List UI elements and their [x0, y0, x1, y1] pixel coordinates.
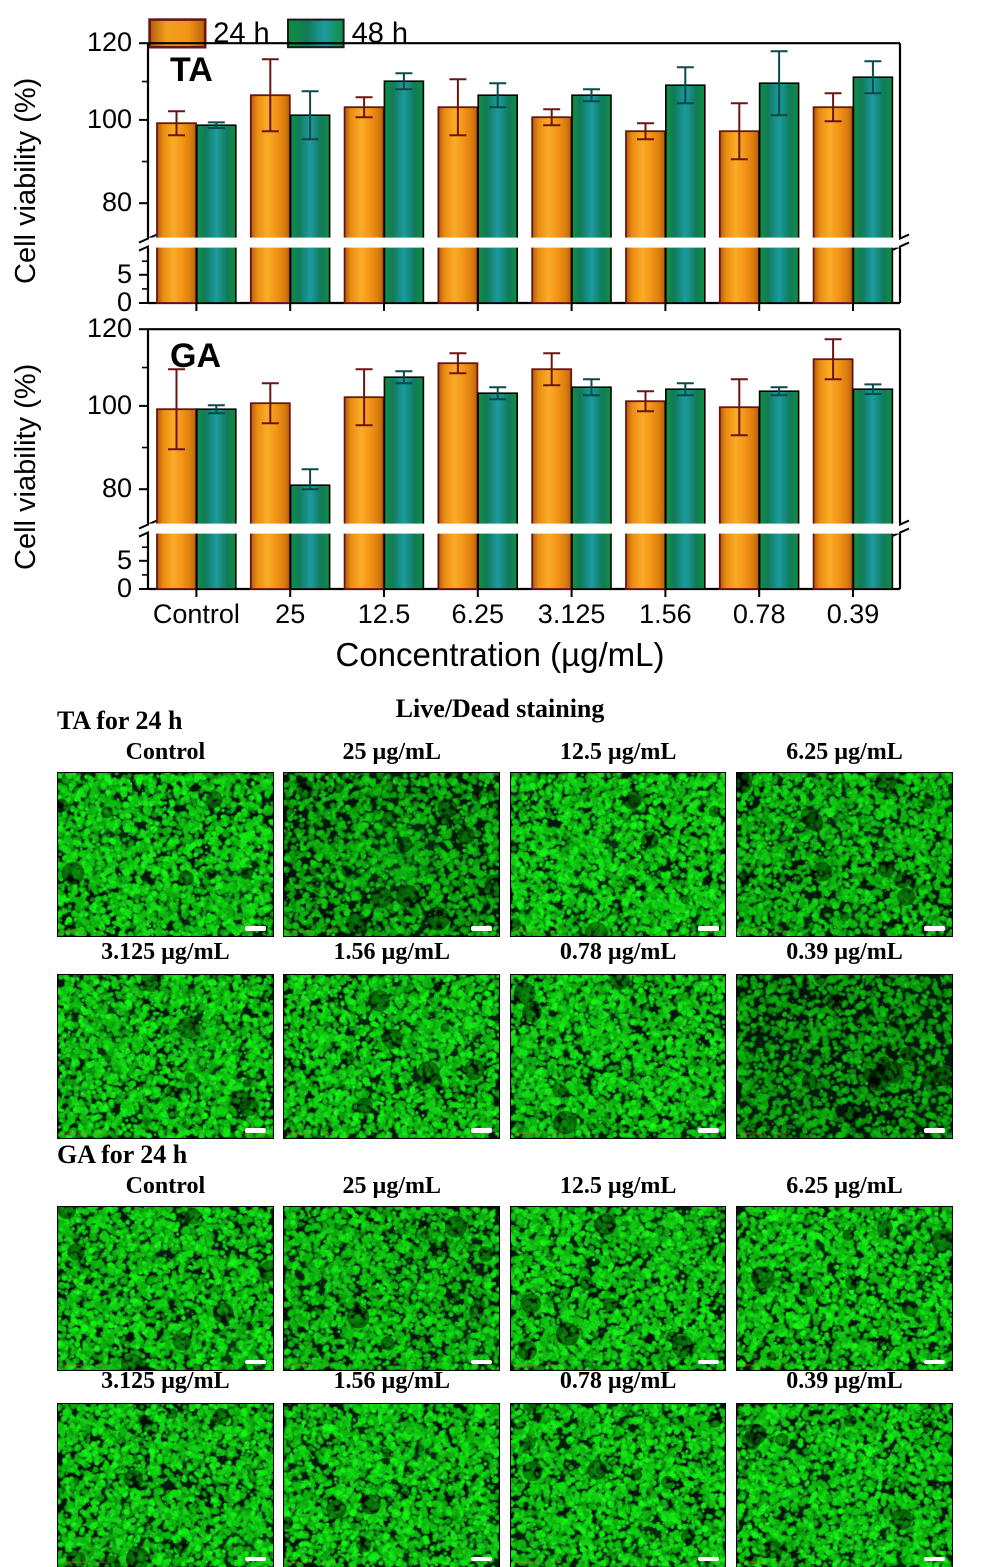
svg-text:Control: Control — [153, 599, 240, 629]
svg-text:5: 5 — [117, 259, 132, 289]
svg-text:6.25: 6.25 — [452, 599, 505, 629]
svg-text:1.56: 1.56 — [639, 599, 692, 629]
svg-text:0.78: 0.78 — [733, 599, 786, 629]
svg-text:24 h: 24 h — [213, 17, 269, 49]
svg-text:0: 0 — [117, 573, 132, 603]
svg-text:100: 100 — [87, 104, 132, 134]
svg-text:12.5: 12.5 — [358, 599, 411, 629]
svg-text:TA: TA — [170, 51, 213, 89]
svg-text:80: 80 — [102, 187, 132, 217]
svg-text:100: 100 — [87, 389, 132, 419]
svg-text:25: 25 — [275, 599, 305, 629]
svg-text:48 h: 48 h — [352, 17, 408, 49]
svg-text:120: 120 — [87, 27, 132, 57]
svg-text:80: 80 — [102, 473, 132, 503]
svg-text:3.125: 3.125 — [538, 599, 606, 629]
svg-text:5: 5 — [117, 544, 132, 574]
svg-text:0.39: 0.39 — [827, 599, 880, 629]
svg-text:120: 120 — [87, 313, 132, 343]
